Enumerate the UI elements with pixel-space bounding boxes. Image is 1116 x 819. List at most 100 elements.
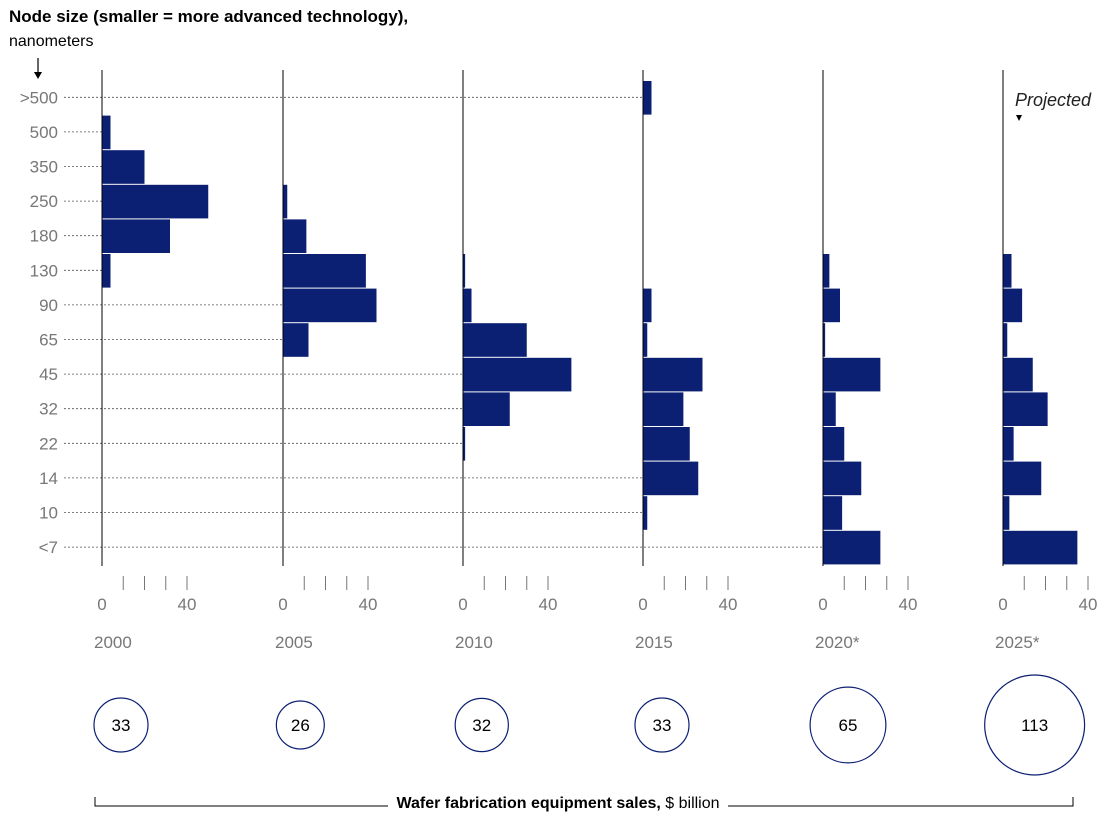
x-tick-label-1-1: 40 — [359, 595, 378, 614]
bar-2020*-10 — [823, 427, 845, 461]
total-value-1: 26 — [291, 716, 310, 735]
y-tick-label-1: 500 — [30, 123, 58, 142]
bar-2015-0 — [643, 81, 652, 115]
bar-2005-3 — [283, 184, 288, 219]
bar-2000-5 — [102, 254, 111, 288]
bar-2025*-7 — [1003, 323, 1008, 357]
bar-2025*-5 — [1003, 254, 1012, 288]
bar-2015-7 — [643, 323, 648, 357]
chart-subtitle: nanometers — [9, 33, 94, 50]
x-tick-label-0-0: 0 — [97, 595, 106, 614]
x-tick-label-4-0: 0 — [818, 595, 827, 614]
footer-label-unit: $ billion — [665, 795, 720, 812]
bar-2020*-7 — [823, 323, 826, 357]
bar-2000-2 — [102, 150, 145, 184]
panel-year-label-4: 2020* — [815, 633, 860, 652]
bar-2015-9 — [643, 392, 684, 426]
y-tick-label-11: 14 — [39, 469, 58, 488]
bar-2010-6 — [463, 288, 472, 323]
bar-2010-5 — [463, 254, 466, 288]
panel-year-label-5: 2025* — [995, 633, 1040, 652]
total-circle-0 — [93, 697, 149, 753]
chart-title: Node size (smaller = more advanced techn… — [9, 7, 409, 26]
bar-2025*-13 — [1003, 530, 1078, 565]
bars-layer — [102, 81, 1078, 565]
bar-2015-6 — [643, 288, 652, 323]
bar-2020*-6 — [823, 288, 840, 323]
bar-2020*-5 — [823, 254, 830, 288]
total-value-0: 33 — [112, 716, 131, 735]
total-value-5: 113 — [1021, 716, 1048, 735]
bar-2005-7 — [283, 323, 309, 357]
x-tick-label-3-1: 40 — [719, 595, 738, 614]
bar-2025*-8 — [1003, 357, 1033, 392]
x-tick-label-3-0: 0 — [638, 595, 647, 614]
y-axis-arrow-head — [34, 72, 42, 79]
footer-label-bold: Wafer fabrication equipment sales, — [396, 795, 661, 812]
bar-2005-5 — [283, 254, 366, 288]
total-value-2: 32 — [472, 716, 491, 735]
x-tick-label-0-1: 40 — [178, 595, 197, 614]
bar-2005-4 — [283, 219, 307, 253]
x-tick-label-2-0: 0 — [458, 595, 467, 614]
total-circle-2 — [454, 697, 509, 753]
x-tick-label-4-1: 40 — [899, 595, 918, 614]
totals-layer: 33 26 32 33 65 113 — [93, 674, 1086, 776]
bar-2025*-11 — [1003, 461, 1042, 496]
total-circle-1 — [275, 700, 325, 750]
y-tick-label-8: 45 — [39, 365, 58, 384]
bar-2020*-13 — [823, 530, 881, 565]
x-tick-label-5-0: 0 — [998, 595, 1007, 614]
total-value-4: 65 — [839, 716, 858, 735]
x-tick-label-1-0: 0 — [278, 595, 287, 614]
panel-year-label-2: 2010 — [455, 633, 493, 652]
y-tick-label-10: 22 — [39, 434, 58, 453]
y-tick-label-0: >500 — [20, 88, 58, 107]
bar-2005-6 — [283, 288, 377, 323]
y-tick-label-9: 32 — [39, 400, 58, 419]
bar-2025*-6 — [1003, 288, 1023, 323]
bar-2020*-11 — [823, 461, 862, 496]
y-tick-label-5: 130 — [30, 261, 58, 280]
panel-year-label-0: 2000 — [94, 633, 132, 652]
y-tick-label-12: 10 — [39, 504, 58, 523]
y-tick-label-2: 350 — [30, 158, 58, 177]
bar-2010-9 — [463, 392, 510, 426]
panel-year-label-3: 2015 — [635, 633, 673, 652]
total-value-3: 33 — [653, 716, 672, 735]
x-tick-label-2-1: 40 — [539, 595, 558, 614]
gridlines-layer — [64, 96, 823, 548]
bar-2010-7 — [463, 323, 527, 357]
total-circle-3 — [634, 697, 690, 753]
bar-2015-11 — [643, 461, 699, 496]
bar-2010-10 — [463, 427, 466, 461]
bar-2015-10 — [643, 427, 690, 461]
bar-2010-8 — [463, 357, 572, 392]
total-circle-5 — [984, 674, 1086, 776]
bar-2000-4 — [102, 219, 170, 253]
panel-year-label-1: 2005 — [275, 633, 313, 652]
y-tick-label-6: 90 — [39, 296, 58, 315]
projected-marker — [1016, 115, 1022, 121]
bar-2025*-9 — [1003, 392, 1048, 426]
bar-2000-3 — [102, 184, 209, 219]
total-circle-4 — [809, 686, 887, 764]
bar-2020*-8 — [823, 357, 881, 392]
bar-2015-8 — [643, 357, 703, 392]
bar-2020*-9 — [823, 392, 836, 426]
y-tick-label-13: <7 — [39, 538, 58, 557]
y-tick-label-7: 65 — [39, 331, 58, 350]
bar-2020*-12 — [823, 496, 843, 530]
x-tick-label-5-1: 40 — [1079, 595, 1098, 614]
labels-layer: >500 500 350 250 180 130 90 65 45 32 22 14 10 <7 0 40 20… — [20, 88, 1098, 652]
bar-2025*-10 — [1003, 427, 1014, 461]
y-tick-label-3: 250 — [30, 192, 58, 211]
bar-2025*-12 — [1003, 496, 1010, 530]
bar-2000-1 — [102, 115, 111, 150]
bar-2015-12 — [643, 496, 648, 530]
axes-layer — [34, 58, 1089, 590]
projected-annotation: Projected — [1015, 90, 1092, 110]
y-tick-label-4: 180 — [30, 227, 58, 246]
